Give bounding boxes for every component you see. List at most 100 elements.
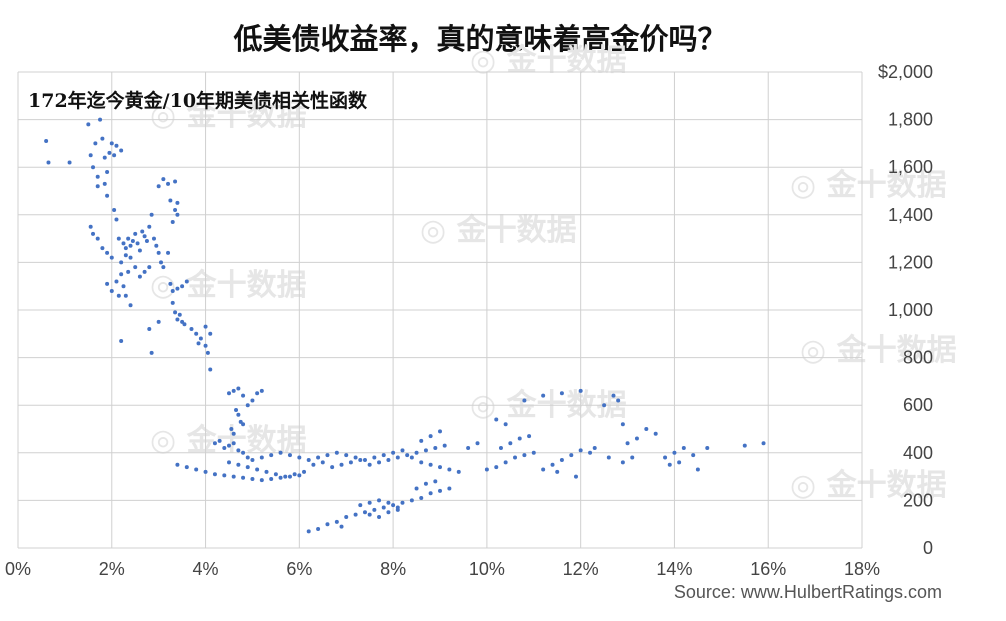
scatter-point [159,260,164,265]
scatter-point [241,475,246,480]
chart-title: 低美债收益率，真的意味着高金价吗？ [233,22,727,56]
scatter-point [109,141,114,146]
scatter-point [372,507,377,512]
x-tick-label: 10% [469,559,505,579]
scatter-point [67,160,72,165]
scatter-point [377,460,382,465]
scatter-point [166,250,171,255]
scatter-point [222,473,227,478]
scatter-point [147,265,152,270]
scatter-point [644,427,649,431]
scatter-point [114,279,119,284]
scatter-point [126,269,131,274]
scatter-point [503,422,508,427]
scatter-point [306,529,311,534]
scatter-point [102,155,107,160]
source-label: Source: www.HulbertRatings.com [673,582,942,602]
scatter-point [203,469,208,474]
scatter-point [419,460,424,465]
scatter-point [616,398,621,403]
scatter-point [175,286,180,291]
scatter-point [541,467,546,472]
point-layer [44,117,766,534]
scatter-point [121,284,126,289]
scatter-point [391,450,396,455]
scatter-point [588,450,593,455]
scatter-point [231,474,236,479]
scatter-point [212,441,217,446]
scatter-point [95,174,100,179]
scatter-point [663,455,668,460]
scatter-point [241,450,246,455]
scatter-point [362,457,367,462]
scatter-point [386,500,391,505]
y-tick-label: 400 [903,443,933,463]
scatter-point [142,234,147,239]
scatter-point [592,446,597,451]
scatter-point [151,236,156,241]
scatter-point [667,462,672,467]
tick-layer: 0% 2% 4% 6% 8% 10% 12% 14% 16% 18% $2,000 1,800 1,60… [5,62,933,579]
scatter-point [175,212,180,217]
scatter-point [123,253,128,258]
scatter-point [348,460,353,465]
scatter-point [205,350,210,355]
scatter-point [86,122,91,127]
scatter-point [245,403,250,408]
scatter-point [517,436,522,441]
scatter-point [494,465,499,470]
x-tick-label: 18% [844,559,880,579]
scatter-point [405,453,410,458]
scatter-point [423,448,428,453]
scatter-point [273,472,278,477]
scatter-point [236,412,241,417]
scatter-point [255,391,260,396]
scatter-point [559,391,564,396]
scatter-point [119,260,124,265]
scatter-point [428,491,433,496]
scatter-point [409,498,414,503]
scatter-point [100,246,105,251]
scatter-point [339,524,344,529]
scatter-point [156,250,161,255]
scatter-point [316,455,321,460]
scatter-point [231,441,236,446]
scatter-point [306,457,311,462]
scatter-point [287,474,292,479]
scatter-point [475,441,480,446]
watermark-text: ◎ 金十数据 [150,98,307,133]
scatter-point [128,255,133,260]
scatter-point [184,279,189,284]
scatter-point [133,231,138,236]
scatter-point [250,457,255,462]
scatter-point [250,476,255,481]
scatter-point [123,293,128,298]
scatter-point [353,512,358,517]
scatter-point [130,238,135,243]
scatter-point [611,393,616,398]
scatter-point [184,465,189,470]
scatter-point [634,436,639,441]
scatter-point [227,443,231,448]
scatter-point [168,198,173,203]
scatter-point [508,441,513,446]
scatter-point [578,388,583,393]
watermark-text: ◎ 金十数据 [790,468,947,503]
scatter-point [620,460,625,465]
scatter-point [339,462,344,467]
x-tick-label: 14% [656,559,692,579]
scatter-point [278,475,283,480]
scatter-point [569,453,574,458]
scatter-point [196,341,201,346]
scatter-point [531,450,536,455]
y-tick-label: 1,200 [888,252,933,272]
watermark-text: ◎ 金十数据 [470,43,627,78]
scatter-point [330,465,335,470]
scatter-point [438,429,442,434]
scatter-point [620,422,625,427]
y-tick-label: $2,000 [878,62,933,82]
scatter-point [88,224,93,229]
scatter-point [691,453,696,458]
scatter-point [229,427,234,431]
scatter-point [140,229,145,234]
